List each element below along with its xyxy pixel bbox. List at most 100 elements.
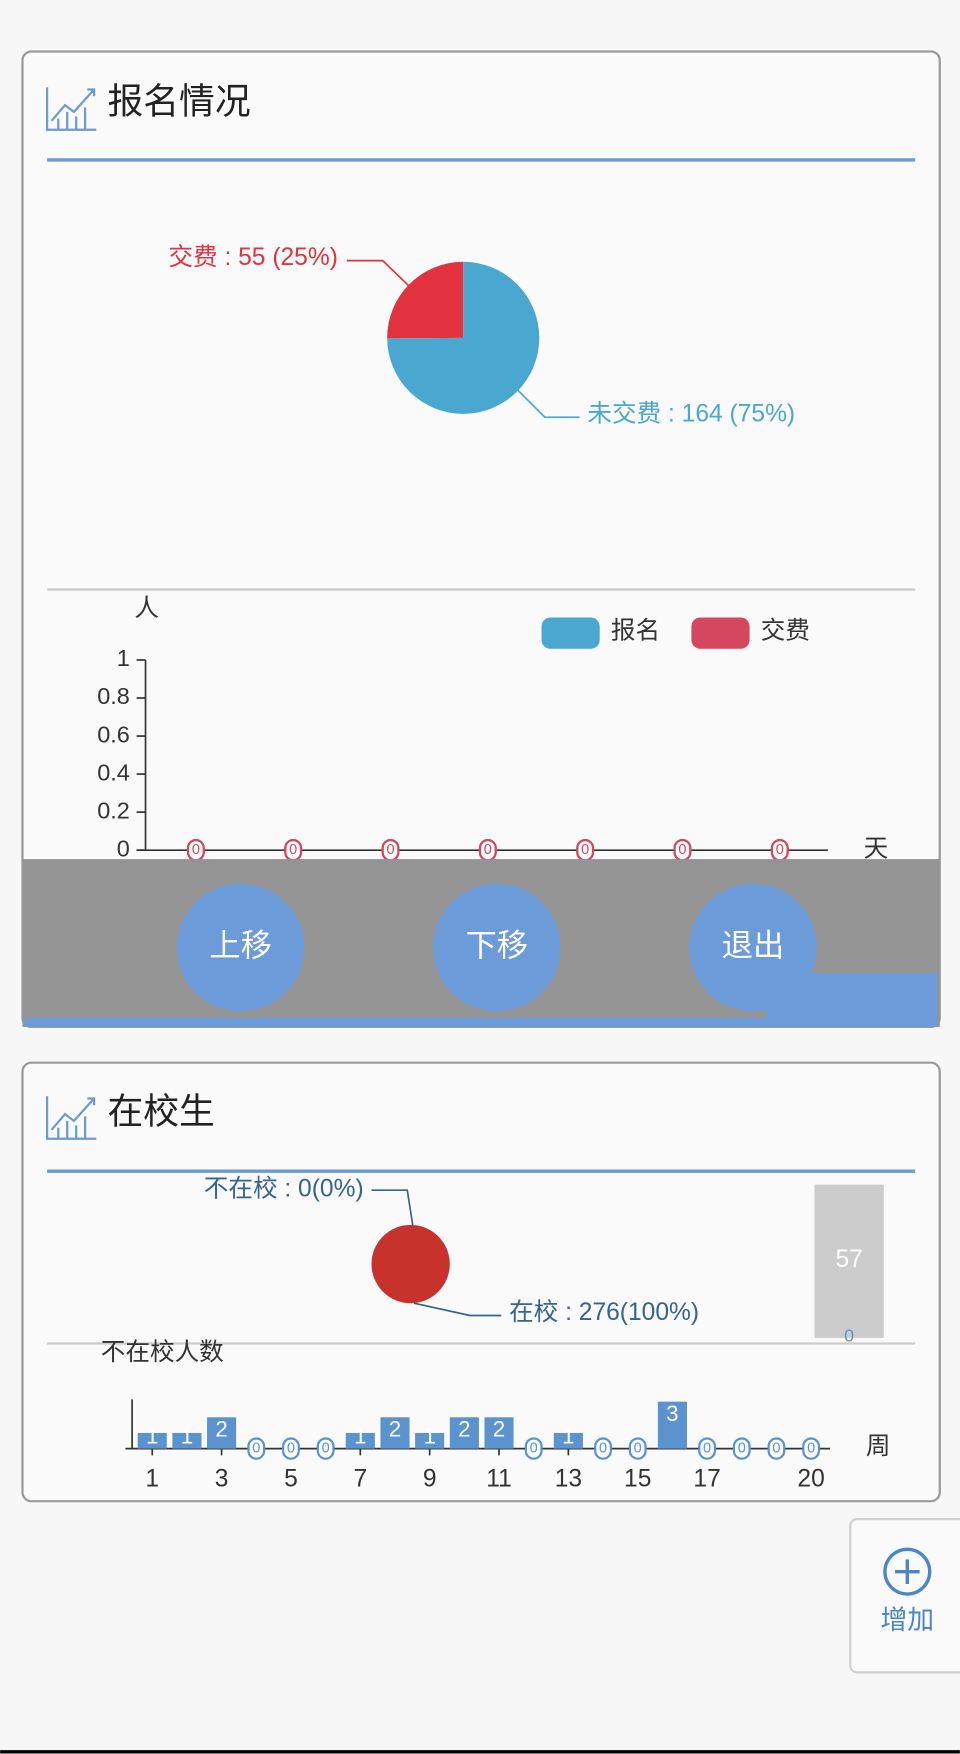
value-label: 0: [252, 1440, 260, 1456]
value-label: 0: [738, 1440, 746, 1456]
y-axis-label: 不在校人数: [101, 1338, 224, 1366]
pie-label: 不在校 : 0(0%): [204, 1175, 364, 1203]
card-1-content: 交费 : 55 (25%) 未交费 : 164 (75%) 人天 0 0.2 0.4 0.6…: [97, 243, 888, 895]
y-tick-label: 0.4: [97, 759, 130, 785]
value-label-bg: [594, 1437, 612, 1460]
value-label-bg: [247, 1437, 266, 1460]
value-label-bg: [732, 1437, 751, 1460]
leader-line: [413, 1302, 502, 1317]
y-tick-label: 0: [117, 835, 130, 861]
value-label: 0: [192, 842, 200, 858]
y-tick-label: 0.2: [97, 797, 130, 823]
pie-label: 在校 : 276(100%): [509, 1298, 699, 1326]
value-label: 0: [776, 842, 784, 858]
leader-line: [371, 1189, 414, 1227]
value-label: 0: [678, 842, 686, 858]
value-label: 2: [215, 1417, 227, 1442]
value-label: 0: [530, 1440, 538, 1456]
x-axis-label: 天: [864, 836, 889, 863]
x-tick-label: 20: [797, 1465, 824, 1492]
value-label: 0: [772, 1440, 780, 1456]
bar: [172, 1432, 202, 1449]
overlay-strip: [24, 1017, 938, 1027]
x-tick-label: 3: [215, 1465, 229, 1492]
add-button-box[interactable]: [849, 1517, 960, 1674]
value-label-bg: [698, 1437, 717, 1460]
x-tick-label: 17: [693, 1465, 720, 1492]
value-label: 1: [423, 1423, 435, 1448]
card-title: 报名情况: [107, 81, 250, 121]
side-bar-label: 0: [844, 1325, 854, 1345]
x-tick-label: 15: [624, 1465, 651, 1492]
value-label: 0: [322, 1440, 330, 1456]
control-buttons: 上移 下移 退出: [176, 883, 817, 1012]
x-tick-label: 1: [145, 1465, 159, 1492]
value-label: 0: [287, 1440, 295, 1456]
x-tick-label: 11: [486, 1465, 512, 1492]
value-label: 0: [599, 1440, 607, 1456]
x-tick-label: 13: [555, 1465, 582, 1492]
pie-label: 交费 : 55 (25%): [168, 243, 337, 271]
value-label: 2: [458, 1417, 470, 1442]
legend-label: 报名: [611, 617, 660, 645]
leader-line: [516, 388, 580, 419]
side-bar: [814, 1184, 884, 1338]
y-tick-label: 1: [117, 645, 130, 671]
x-axis-label: 周: [866, 1433, 891, 1460]
x-tick-label: 9: [423, 1465, 437, 1492]
bar: [553, 1432, 583, 1449]
bar: [207, 1417, 237, 1449]
add-icon[interactable]: [883, 1547, 932, 1596]
control-button[interactable]: [176, 883, 305, 1012]
side-bar-label: 57: [835, 1246, 862, 1273]
value-label: 1: [181, 1423, 193, 1448]
value-label: 2: [389, 1417, 401, 1442]
y-axis-label: 人: [134, 595, 159, 622]
bar: [657, 1401, 687, 1449]
value-label: 0: [484, 842, 492, 858]
bar: [380, 1417, 410, 1449]
legend-swatch: [691, 617, 750, 649]
bar: [137, 1432, 167, 1449]
control-button-label[interactable]: 上移: [209, 928, 272, 963]
pie-label: 未交费 : 164 (75%): [587, 400, 795, 428]
add-label[interactable]: 增加: [880, 1605, 934, 1635]
value-label-bg: [316, 1437, 335, 1460]
value-label-bg: [282, 1437, 300, 1460]
value-label-bg: [524, 1437, 543, 1460]
legend-swatch: [541, 617, 600, 649]
value-label-bg: [628, 1437, 647, 1460]
y-tick-label: 0.6: [97, 721, 130, 747]
bar: [484, 1417, 514, 1449]
value-label: 1: [146, 1423, 158, 1448]
add-icon-plus[interactable]: [895, 1559, 920, 1584]
x-tick-label: 5: [284, 1465, 298, 1492]
control-button-label[interactable]: 下移: [465, 928, 528, 963]
legend-label: 交费: [761, 617, 810, 645]
card-title: 在校生: [107, 1092, 214, 1132]
y-tick-label: 0.8: [97, 683, 130, 709]
pie-slice: [387, 261, 540, 414]
value-label-bg: [802, 1437, 821, 1460]
control-button[interactable]: [433, 883, 561, 1012]
control-button[interactable]: [689, 883, 817, 1012]
value-label: 0: [386, 842, 394, 858]
value-label: 0: [581, 842, 589, 858]
bar: [449, 1417, 479, 1449]
value-label: 0: [807, 1440, 815, 1456]
value-label: 0: [289, 842, 297, 858]
value-label: 0: [703, 1440, 711, 1456]
chart-icon: [45, 87, 97, 131]
x-tick-label: 7: [353, 1465, 367, 1492]
control-button-label[interactable]: 退出: [722, 928, 785, 963]
add-button[interactable]: 增加: [849, 1517, 960, 1674]
value-label: 3: [666, 1401, 678, 1426]
leader-line: [346, 259, 417, 294]
bar: [415, 1432, 445, 1449]
pie-slice: [371, 1224, 450, 1304]
value-label: 1: [562, 1423, 574, 1448]
chart-icon: [45, 1096, 97, 1140]
value-label-bg: [767, 1437, 786, 1460]
